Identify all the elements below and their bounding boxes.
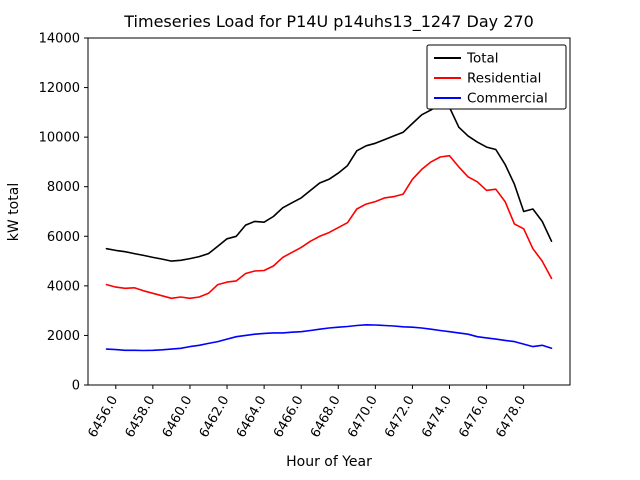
y-tick-label: 2000 — [47, 329, 80, 344]
series-line-total — [105, 102, 553, 262]
y-tick-label: 0 — [72, 379, 80, 394]
x-tick-label: 6458.0 — [123, 394, 159, 441]
x-tick-label: 6462.0 — [197, 394, 233, 441]
y-tick-label: 10000 — [39, 131, 80, 146]
x-tick-label: 6466.0 — [271, 394, 307, 441]
chart-title: Timeseries Load for P14U p14uhs13_1247 D… — [123, 12, 534, 32]
legend-label-commercial: Commercial — [467, 91, 548, 107]
x-tick-label: 6476.0 — [456, 393, 492, 440]
legend-box — [426, 44, 567, 110]
y-axis-label: kW total — [6, 183, 22, 241]
x-tick-label: 6468.0 — [308, 394, 344, 441]
x-tick-label: 6470.0 — [345, 394, 381, 441]
y-tick-label: 8000 — [47, 180, 80, 195]
x-tick-label: 6456.0 — [86, 394, 122, 441]
x-axis-label: Hour of Year — [286, 454, 372, 470]
legend-label-residential: Residential — [467, 71, 541, 87]
y-tick-label: 4000 — [47, 279, 80, 294]
x-tick-label: 6474.0 — [419, 394, 455, 441]
series-line-residential — [105, 154, 553, 300]
legend-label-total: Total — [466, 51, 499, 67]
x-tick-label: 6478.0 — [493, 394, 529, 441]
y-tick-label: 6000 — [47, 230, 80, 245]
x-tick-label: 6464.0 — [234, 394, 270, 441]
y-tick-label: 12000 — [39, 81, 80, 96]
x-tick-label: 6460.0 — [160, 394, 196, 441]
x-tick-label: 6472.0 — [382, 394, 418, 441]
series-line-commercial — [105, 323, 553, 352]
y-tick-label: 14000 — [39, 32, 80, 47]
